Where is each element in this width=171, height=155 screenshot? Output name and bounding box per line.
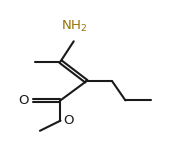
Text: O: O — [18, 94, 29, 107]
Text: O: O — [63, 114, 74, 127]
Text: NH$_2$: NH$_2$ — [61, 19, 88, 34]
